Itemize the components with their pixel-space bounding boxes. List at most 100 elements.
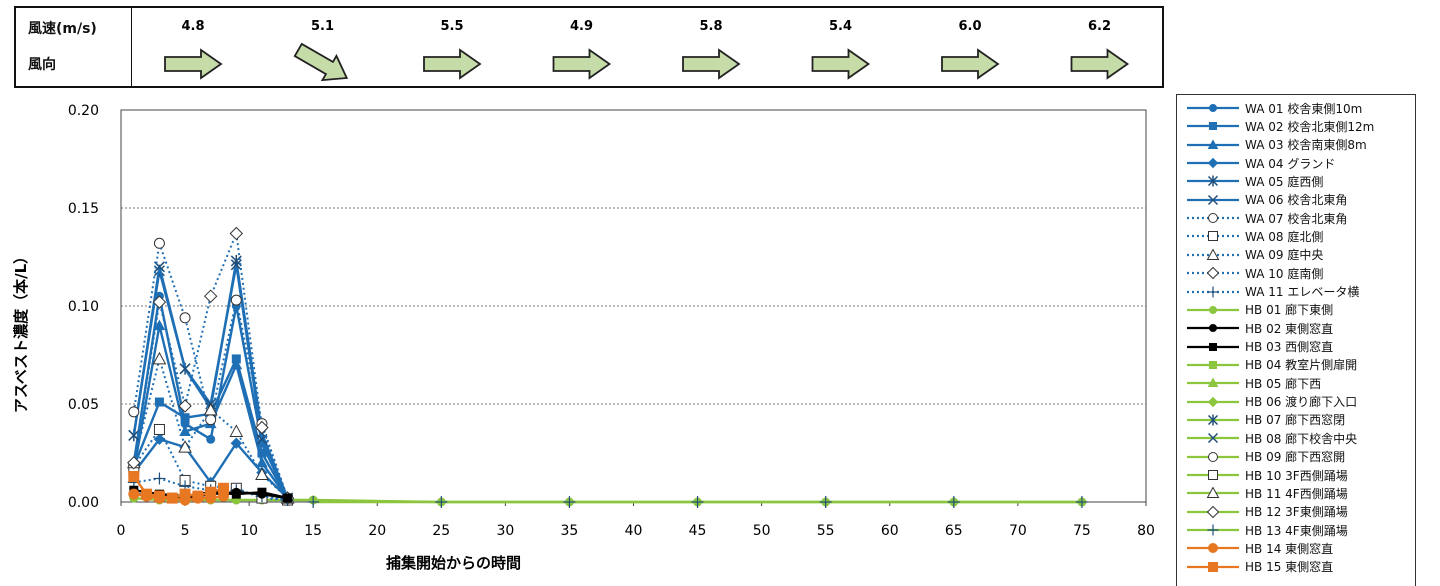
- legend-item: HB 10 3F西側踊場: [1185, 466, 1348, 484]
- x-tick-label: 50: [753, 523, 771, 539]
- legend-label: HB 10 3F西側踊場: [1245, 468, 1348, 483]
- data-point: [179, 312, 191, 324]
- legend-swatch: [1187, 286, 1239, 297]
- legend-label: WA 09 庭中央: [1245, 248, 1324, 263]
- x-tick-label: 0: [117, 523, 126, 539]
- data-point: [1207, 524, 1219, 536]
- legend-label: WA 11 エレベータ横: [1245, 285, 1360, 299]
- x-tick-label: 55: [817, 523, 835, 539]
- legend-label: HB 11 4F西側踊場: [1245, 486, 1348, 501]
- legend-swatch: [1187, 451, 1239, 462]
- data-point: [153, 319, 166, 331]
- data-point: [166, 492, 178, 504]
- data-point: [1207, 157, 1219, 169]
- data-point: [257, 487, 267, 497]
- legend-item: WA 02 校舎北東側12m: [1185, 117, 1374, 135]
- data-point: [255, 467, 269, 481]
- wind-speed-value: 5.1: [311, 19, 334, 34]
- legend-item: WA 07 校舎北東角: [1185, 209, 1347, 227]
- legend-swatch: [1187, 305, 1239, 314]
- legend-swatch: [1187, 157, 1239, 169]
- legend-item: WA 06 校舎北東角: [1185, 191, 1347, 209]
- legend-item: HB 04 教室片側扉開: [1185, 356, 1357, 374]
- data-point: [1206, 248, 1220, 260]
- x-tick-label: 25: [432, 523, 450, 539]
- data-point: [1208, 451, 1218, 462]
- legend-swatch: [1187, 104, 1239, 112]
- legend-swatch: [1187, 231, 1239, 242]
- wind-arrow-icon: [811, 48, 871, 80]
- data-point: [153, 490, 165, 502]
- legend-item: HB 05 廊下西: [1185, 374, 1321, 392]
- legend-item: HB 06 渡り廊下入口: [1185, 393, 1357, 411]
- legend-swatch: [1187, 248, 1239, 260]
- data-point: [179, 488, 191, 500]
- x-tick-label: 45: [689, 523, 707, 539]
- legend-swatch: [1187, 122, 1239, 131]
- legend-swatch: [1187, 213, 1239, 224]
- x-tick-label: 60: [881, 523, 899, 539]
- legend-item: HB 11 4F西側踊場: [1185, 484, 1348, 502]
- data-point: [1207, 139, 1219, 149]
- legend-swatch: [1187, 524, 1239, 536]
- legend-label: WA 02 校舎北東側12m: [1245, 119, 1375, 134]
- data-point: [1209, 305, 1217, 314]
- legend-item: HB 13 4F東側踊場: [1185, 521, 1348, 539]
- legend-swatch: [1187, 139, 1239, 149]
- data-point: [154, 397, 164, 407]
- data-point: [178, 399, 192, 413]
- data-point-stroke: [1207, 433, 1219, 444]
- data-point: [307, 496, 320, 508]
- data-point: [1209, 324, 1217, 333]
- data-point: [230, 358, 243, 370]
- data-point: [230, 437, 243, 449]
- legend-item: WA 03 校舎南東側8m: [1185, 136, 1367, 154]
- x-tick-label: 5: [181, 523, 190, 539]
- data-point: [206, 434, 216, 444]
- legend-label: WA 04 グランド: [1245, 156, 1336, 171]
- data-point: [192, 490, 204, 502]
- legend-item: HB 09 廊下西窓開: [1185, 448, 1345, 466]
- wind-direction-label: 風向: [28, 57, 56, 73]
- data-point: [229, 424, 244, 437]
- data-point: [1208, 231, 1218, 242]
- data-point: [1207, 433, 1219, 444]
- data-point: [128, 406, 140, 418]
- legend-item: HB 15 東側窓直: [1185, 558, 1333, 576]
- legend-label: HB 13 4F東側踊場: [1245, 523, 1348, 538]
- legend-label: WA 07 校舎北東角: [1245, 211, 1348, 226]
- data-point: [1209, 104, 1217, 112]
- legend-swatch: [1187, 324, 1239, 333]
- legend-item: HB 01 廊下東側: [1185, 301, 1333, 319]
- legend-item: HB 12 3F東側踊場: [1185, 503, 1348, 521]
- data-point-stroke: [1207, 194, 1219, 205]
- wind-speed-value: 5.4: [829, 19, 852, 34]
- x-tick-label: 20: [368, 523, 386, 539]
- data-point: [128, 471, 140, 483]
- x-tick-label: 80: [1137, 523, 1155, 539]
- legend-swatch: [1187, 433, 1239, 444]
- legend-label: WA 05 庭西側: [1245, 174, 1324, 189]
- wind-speed-value: 6.2: [1088, 19, 1111, 34]
- legend-label: HB 05 廊下西: [1245, 376, 1322, 391]
- data-point: [153, 237, 165, 249]
- data-point: [127, 456, 141, 470]
- data-point: [153, 472, 166, 485]
- data-point: [1206, 505, 1220, 518]
- legend-item: HB 02 東側窓直: [1185, 319, 1333, 337]
- legend-item: WA 11 エレベータ横: [1185, 283, 1359, 301]
- data-point: [1075, 496, 1088, 508]
- y-tick-label: 0.10: [68, 299, 99, 315]
- legend-item: WA 04 グランド: [1185, 154, 1335, 172]
- data-point: [1208, 543, 1218, 554]
- legend-label: HB 02 東側窓直: [1245, 321, 1334, 336]
- legend-label: HB 03 西側窓直: [1245, 340, 1334, 355]
- series: [307, 496, 1088, 508]
- legend-item: HB 03 西側窓直: [1185, 338, 1333, 356]
- y-tick-label: 0.05: [68, 397, 99, 413]
- data-point: [435, 496, 448, 508]
- legend-swatch: [1187, 377, 1239, 388]
- y-tick-label: 0.00: [68, 495, 99, 511]
- y-tick-label: 0.20: [68, 103, 99, 119]
